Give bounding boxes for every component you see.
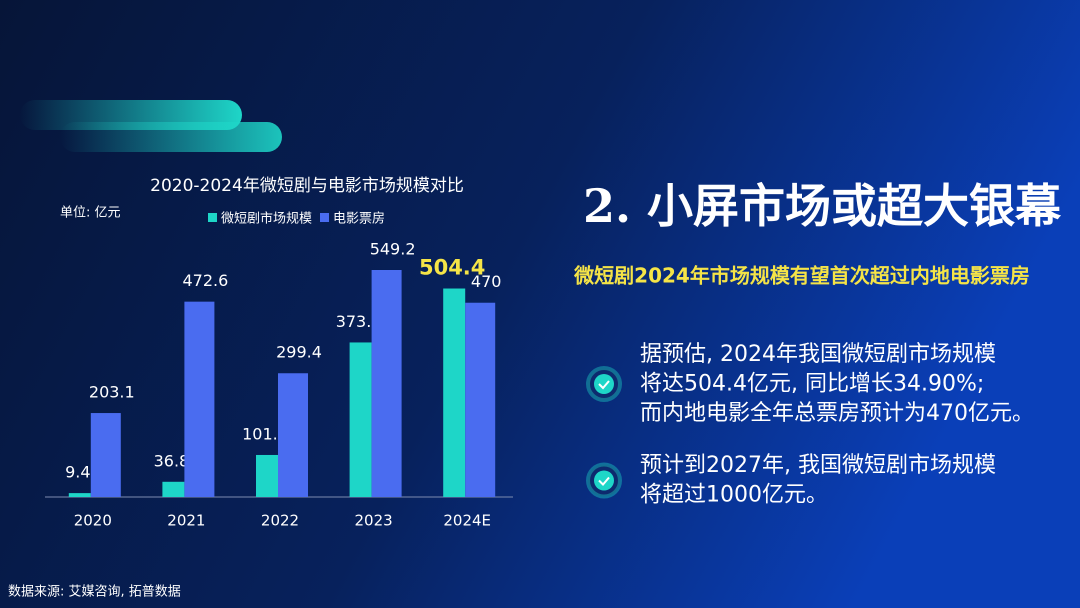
legend-swatch [208,213,217,222]
x-tick-label: 2024E [443,512,491,530]
bullet-text: 将达504.4亿元, 同比增长34.90%; [640,372,984,397]
data-label: 373.9 [336,312,382,331]
bar [90,413,121,497]
bullet-icon [594,470,614,491]
data-label: 504.4 [419,256,485,280]
bar [256,454,278,497]
bullet-text: 据预估, 2024年我国微短剧市场规模 [640,342,996,367]
x-tick-label: 2020 [74,512,112,530]
x-tick-label: 2022 [261,512,299,530]
chart-title: 2020-2024年微短剧与电影市场规模对比 [150,176,464,196]
data-label: 299.4 [276,343,322,362]
heading: 2. 小屏市场或超大银幕 [583,179,1062,233]
legend-swatch [320,213,329,222]
legend-label: 微短剧市场规模 [221,211,312,227]
source: 数据来源: 艾媒咨询, 拓普数据 [8,585,181,600]
x-tick-label: 2023 [355,512,393,530]
legend-label: 电影票房 [333,211,385,227]
bar [349,342,372,497]
data-label: 101.7 [242,424,288,443]
bullet-icon [594,374,614,394]
bullet-check [598,380,610,390]
data-label: 36.8 [154,451,190,470]
subheading: 微短剧2024年市场规模有望首次超过内地电影票房 [573,264,1030,288]
bullet-text: 将超过1000亿元。 [640,483,828,508]
bar [68,493,91,497]
bar [184,301,215,497]
bar [162,481,185,497]
data-label: 472.6 [182,271,228,290]
data-label: 549.2 [370,239,416,258]
decor-pill [60,122,282,152]
bar [371,269,402,497]
bullet-text: 而内地电影全年总票房预计为470亿元。 [640,401,1034,426]
bar [465,302,496,497]
bullet-text: 预计到2027年, 我国微短剧市场规模 [640,453,996,478]
bar [278,373,308,497]
data-label: 203.1 [89,383,135,402]
data-label: 9.4 [65,463,90,482]
x-tick-label: 2021 [167,512,205,530]
bullet-check [598,476,610,486]
bar [443,288,466,497]
unit-label: 单位: 亿元 [60,206,121,221]
data-label: 470 [471,272,502,291]
